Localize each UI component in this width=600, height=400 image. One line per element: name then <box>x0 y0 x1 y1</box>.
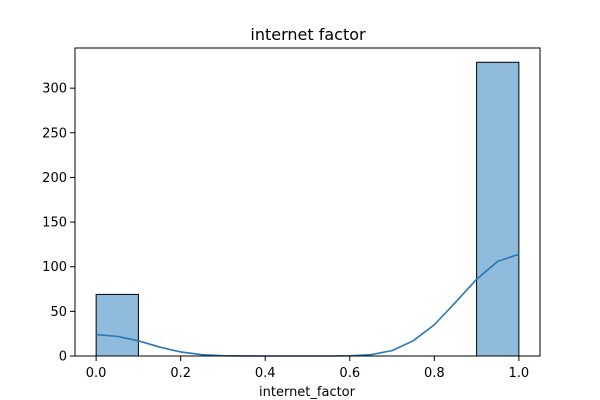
histogram-bar-9 <box>476 61 520 357</box>
x-axis-label: internet_factor <box>259 385 356 400</box>
x-tick-label-4: 0.8 <box>424 366 445 381</box>
y-tick-label-2: 100 <box>42 260 67 275</box>
x-tick-label-5: 1.0 <box>509 366 530 381</box>
x-tick-label-3: 0.6 <box>339 366 360 381</box>
y-tick-label-1: 50 <box>50 305 67 320</box>
y-tick-label-0: 0 <box>59 350 67 365</box>
chart-title: internet factor <box>250 25 366 44</box>
y-axis-ticks: 0 50 100 150 200 250 300 <box>42 82 75 365</box>
x-tick-label-0: 0.0 <box>86 366 107 381</box>
kde-line <box>95 253 520 357</box>
x-tick-label-2: 0.4 <box>255 366 276 381</box>
plot-frame <box>74 47 541 357</box>
y-tick-label-4: 200 <box>42 171 67 186</box>
x-axis-ticks: 0.0 0.2 0.4 0.6 0.8 1.0 <box>86 356 529 381</box>
bars-layer <box>95 61 520 357</box>
y-tick-label-3: 150 <box>42 216 67 231</box>
kde-layer <box>95 253 520 357</box>
y-tick-label-5: 250 <box>42 126 67 141</box>
y-tick-label-6: 300 <box>42 82 67 97</box>
histogram-bar-0 <box>95 293 139 357</box>
x-tick-label-1: 0.2 <box>170 366 191 381</box>
